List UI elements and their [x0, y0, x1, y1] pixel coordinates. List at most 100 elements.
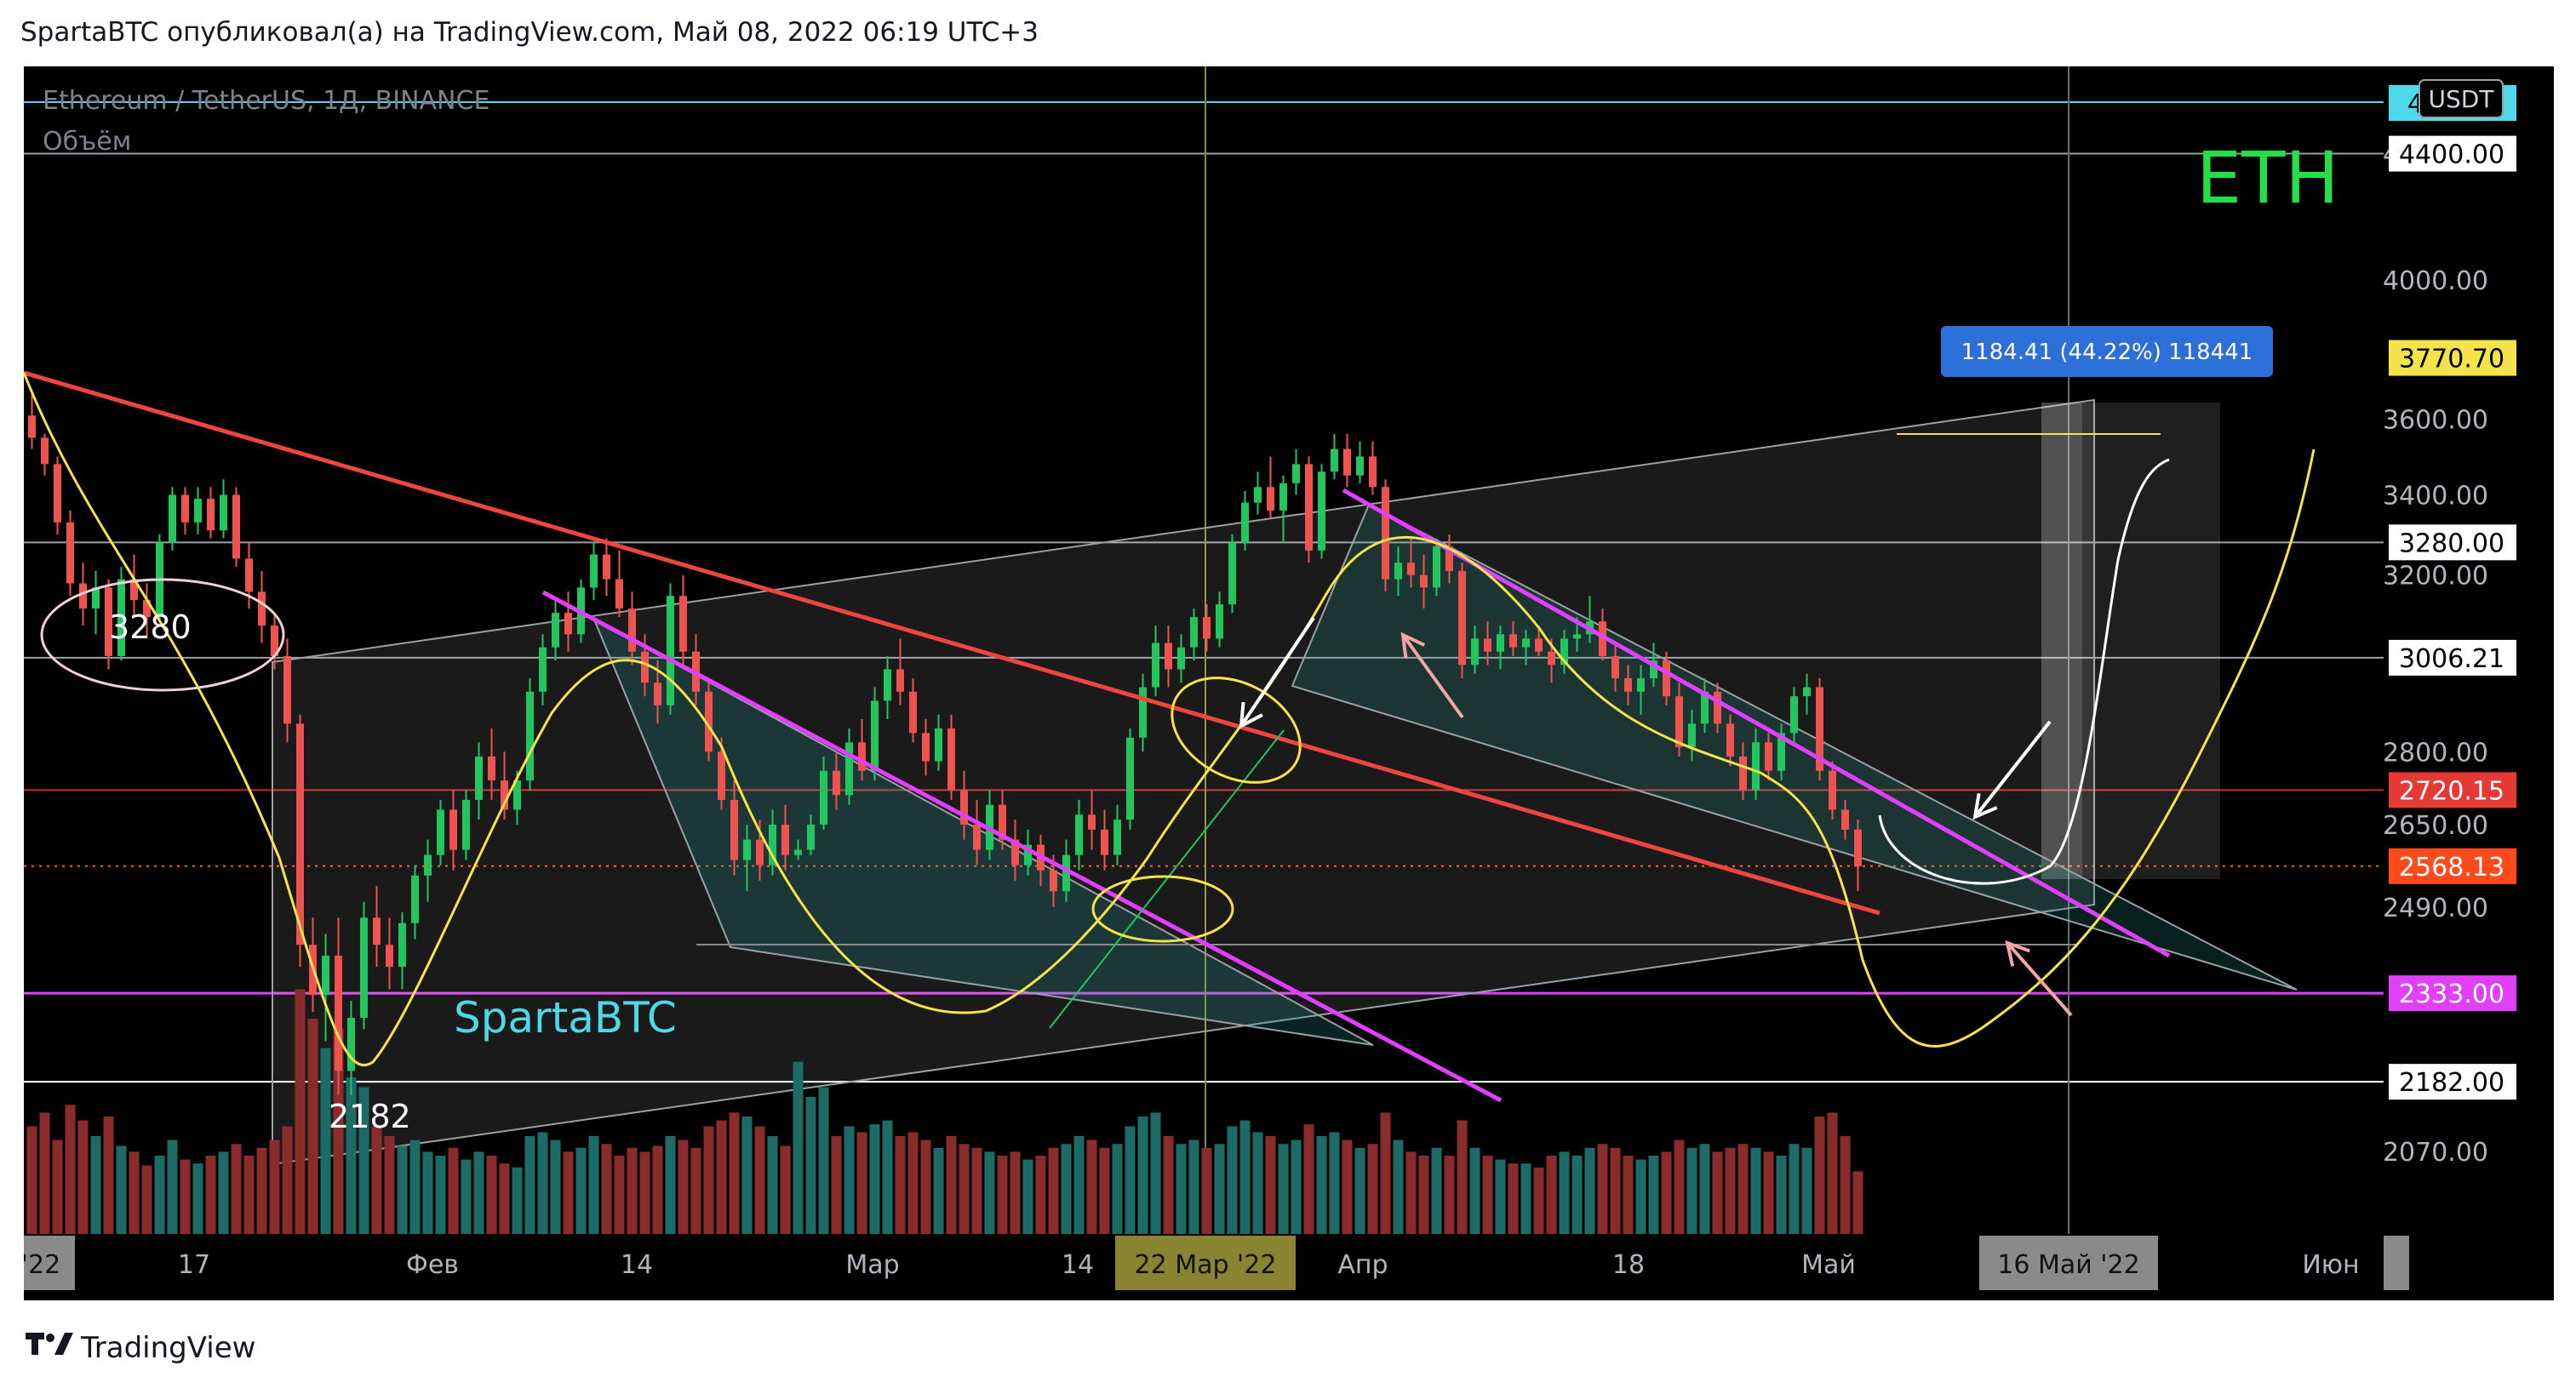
time-label: 14: [621, 1250, 653, 1280]
candle-body: [1305, 464, 1313, 551]
volume-bar: [473, 1151, 484, 1234]
price-axis[interactable]: 4400.00 4000.00 3600.00 3400.00 3200.00 2800.…: [2383, 66, 2554, 1300]
volume-bar: [1188, 1140, 1199, 1234]
candle-body: [615, 579, 623, 609]
annotation-3280: 3280: [109, 608, 192, 646]
candle-body: [143, 600, 151, 618]
symbol-label: ETH: [2196, 136, 2339, 220]
volume-bar: [869, 1124, 880, 1234]
chart-frame[interactable]: Ethereum / TetherUS, 1Д, BINANCE Объём E…: [24, 66, 2554, 1300]
volume-bar: [1316, 1136, 1327, 1234]
candle-body: [718, 751, 725, 800]
candle-body: [947, 728, 955, 791]
candle-body: [679, 596, 687, 652]
candle-body: [884, 669, 891, 701]
volume-bar: [26, 1126, 37, 1234]
volume-bar: [103, 1117, 114, 1234]
candle-body: [1548, 651, 1555, 665]
price-label: 2568.13: [2389, 848, 2516, 884]
volume-bar: [1035, 1156, 1046, 1234]
candle-body: [66, 522, 74, 584]
publish-info: SpartaBTC опубликовал(а) на TradingView.…: [20, 17, 1039, 48]
candle-body: [245, 558, 253, 592]
volume-bar: [1635, 1159, 1646, 1234]
price-tick: 3600.00: [2383, 406, 2488, 436]
candle-body: [1701, 691, 1709, 724]
candle-body: [654, 683, 661, 705]
candle-body: [54, 464, 61, 523]
candle-body: [603, 554, 610, 580]
volume-bar: [984, 1151, 995, 1234]
time-label-text: Апр: [1337, 1250, 1388, 1280]
time-label-bg: [1979, 1236, 2158, 1290]
candle-body: [258, 591, 266, 626]
candle-body: [1688, 723, 1696, 747]
volume-bar: [269, 1140, 280, 1234]
candle-body: [552, 613, 559, 648]
candle-body: [1829, 770, 1836, 810]
volume-bar: [1163, 1136, 1174, 1234]
volume-bar: [1737, 1144, 1749, 1234]
volume-bar: [205, 1156, 216, 1234]
volume-bar: [1418, 1156, 1429, 1234]
candle-body: [807, 824, 815, 850]
candle-body: [501, 780, 508, 810]
candle-body: [1522, 638, 1530, 648]
candle-body: [1382, 487, 1389, 580]
measure-box: 1184.41 (44.22%) 118441: [1941, 326, 2273, 377]
price-label: 3006.21: [2389, 639, 2516, 676]
arrow-white-2: [1972, 720, 2052, 820]
volume-bar: [231, 1144, 242, 1234]
volume-bar: [1061, 1144, 1072, 1234]
candle-body: [1088, 814, 1096, 830]
time-label-text: 22 Мар '22: [1135, 1250, 1277, 1280]
volume-bar: [627, 1147, 638, 1234]
time-label: 16 Май '22: [1979, 1236, 2158, 1290]
time-label: 22 Мар '22: [1115, 1236, 1296, 1290]
volume-bar: [1584, 1147, 1595, 1234]
volume-bar: [652, 1145, 663, 1234]
volume-bar: [256, 1147, 267, 1234]
volume-bar: [448, 1147, 459, 1234]
volume-bar: [384, 1136, 395, 1234]
volume-bar: [524, 1136, 535, 1234]
arrow-pink-1-head: [1400, 631, 1426, 660]
candle-body: [1497, 634, 1504, 652]
price-label-text: 2720.15: [2399, 776, 2504, 806]
chart-canvas[interactable]: Ethereum / TetherUS, 1Д, BINANCE Объём E…: [24, 66, 2554, 1300]
volume-bar: [1380, 1112, 1391, 1234]
volume-bar: [1814, 1117, 1825, 1234]
volume-bar: [461, 1159, 472, 1234]
candle-body: [1152, 643, 1159, 688]
candle-body: [1420, 574, 1428, 588]
volume-bar: [665, 1136, 676, 1234]
candle-body: [1458, 570, 1466, 665]
candle-body: [833, 770, 840, 796]
candle-body: [207, 499, 215, 531]
volume-bar: [1623, 1156, 1634, 1234]
time-label: Фев: [406, 1250, 459, 1280]
volume-bar: [741, 1117, 753, 1234]
volume-bar: [512, 1167, 523, 1234]
volume-bar: [920, 1140, 931, 1234]
arrow-pink-2-shaft: [2006, 941, 2073, 1017]
candle-body: [386, 945, 393, 968]
header-bar: SpartaBTC опубликовал(а) на TradingView.…: [0, 0, 2576, 66]
volume-bar: [1393, 1140, 1404, 1234]
time-axis[interactable]: '22 17 Фев 14 Мар 14 22 Мар '22 Апр 18 Май 16 Май …: [24, 1234, 2554, 1300]
candle-body: [296, 723, 304, 945]
candle-body: [1433, 546, 1440, 588]
volume-bar: [754, 1126, 765, 1234]
candle-body: [1471, 638, 1479, 665]
candle-body: [220, 494, 227, 531]
candles: [28, 390, 1862, 1095]
candle-body: [181, 494, 189, 523]
measure-box-bg: [1941, 326, 2273, 377]
chart-text: Ethereum / TetherUS, 1Д, BINANCE Объём E…: [43, 86, 2339, 1135]
triangle-1: [592, 617, 1374, 1046]
volume-bar: [678, 1140, 689, 1234]
time-label-text: 14: [621, 1250, 653, 1280]
candle-body: [1369, 456, 1377, 488]
white-projection: [1878, 458, 2170, 885]
candle-body: [1726, 723, 1734, 757]
